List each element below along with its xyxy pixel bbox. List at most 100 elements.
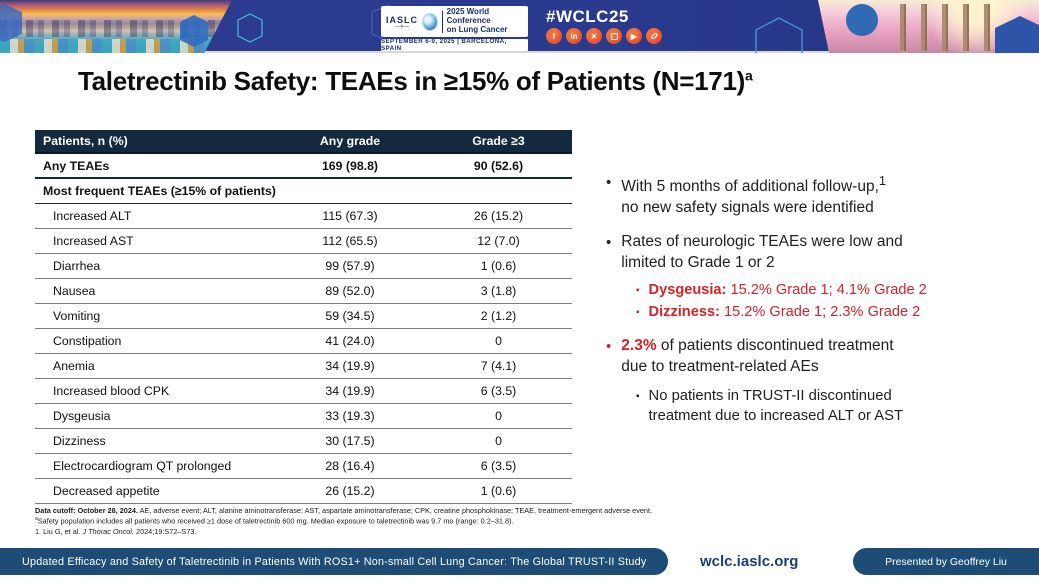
grade3-value: 3 (1.8) (425, 278, 572, 304)
instagram-icon[interactable] (606, 28, 622, 44)
teae-label: Constipation (35, 328, 275, 354)
square-bullet-icon: ▪ (636, 284, 640, 296)
globe-icon (422, 12, 438, 31)
grade3-value: 6 (3.5) (425, 453, 572, 479)
youtube-icon[interactable]: ▶ (626, 28, 642, 44)
teae-label: Diarrhea (35, 253, 275, 279)
bullet-discontinued: • 2.3% of patients discontinued treatmen… (606, 336, 1026, 377)
square-bullet-icon: ▪ (636, 307, 640, 319)
table-row: Anemia 34 (19.9) 7 (4.1) (35, 353, 572, 379)
sub-bullet-trust2-text: No patients in TRUST-II discontinued tre… (648, 388, 903, 424)
reference-superscript: 1 (878, 173, 887, 188)
conference-name: 2025 World Conference on Lung Cancer (446, 7, 508, 34)
sub-bullet-dysgeusia-text: Dysgeusia: 15.2% Grade 1; 4.1% Grade 2 (648, 281, 927, 298)
teae-label: Nausea (35, 278, 275, 304)
slide-title-superscript: a (744, 67, 753, 84)
city-silhouette (0, 20, 232, 38)
grade3-value: 1 (0.6) (425, 253, 572, 279)
grade3-value: 0 (425, 328, 572, 354)
any-grade-value: 34 (19.9) (275, 353, 425, 379)
table-row: Increased ALT 115 (67.3) 26 (15.2) (35, 203, 572, 229)
slide-title-text: Taletrectinib Safety: TEAEs in ≥15% of P… (78, 66, 745, 96)
conference-date-location: SEPTEMBER 6-9, 2025 | BARCELONA, SPAIN (381, 38, 528, 52)
grade3-value: 6 (3.5) (425, 378, 572, 404)
teae-label: Increased ALT (35, 203, 275, 229)
column-header-patients: Patients, n (%) (35, 130, 275, 154)
any-grade-value: 112 (65.5) (275, 228, 425, 254)
presenter-bar: Presented by Geoffrey Liu (853, 548, 1039, 575)
sub-bullet-dysgeusia: ▪ Dysgeusia: 15.2% Grade 1; 4.1% Grade 2 (636, 281, 1026, 300)
bullet-dot-icon: • (606, 338, 612, 356)
x-icon[interactable]: ✕ (586, 28, 602, 44)
table-row: Diarrhea 99 (57.9) 1 (0.6) (35, 253, 572, 279)
teae-label: Anemia (35, 353, 275, 379)
slide-title: Taletrectinib Safety: TEAEs in ≥15% of P… (78, 66, 978, 97)
table-header-row: Patients, n (%) Any grade Grade ≥3 (35, 130, 572, 154)
any-grade-value: 99 (57.9) (275, 253, 425, 279)
bullet-neurologic: • Rates of neurologic TEAEs were low and… (606, 232, 1026, 273)
table-row: Increased blood CPK 34 (19.9) 6 (3.5) (35, 378, 572, 404)
grade3-value: 26 (15.2) (425, 203, 572, 229)
table-row: Dizziness 30 (17.5) 0 (35, 428, 572, 454)
sagrada-familia-photo (818, 0, 1039, 53)
any-grade-value: 89 (52.0) (275, 278, 425, 304)
social-icons-row: f in ✕ ▶ (546, 28, 662, 44)
sub-bullet-dizziness: ▪ Dizziness: 15.2% Grade 1; 2.3% Grade 2 (636, 303, 1026, 322)
section-header-row: Most frequent TEAEs (≥15% of patients) (35, 178, 572, 204)
section-header-label: Most frequent TEAEs (≥15% of patients) (35, 178, 572, 204)
any-grade-value: 33 (19.3) (275, 403, 425, 429)
table-row: Decreased appetite 26 (15.2) 1 (0.6) (35, 478, 572, 504)
grade3-value: 2 (1.2) (425, 303, 572, 329)
grade3-value: 0 (425, 403, 572, 429)
conference-banner: IASLC —✈— 2025 World Conference on Lung … (0, 0, 1039, 53)
wclc-website-link[interactable]: wclc.iaslc.org (700, 553, 799, 570)
iaslc-wordmark: IASLC —✈— (386, 14, 418, 30)
bullet-dot-icon: • (606, 234, 612, 252)
linkedin-icon[interactable]: in (566, 28, 582, 44)
sub-bullet-trust2: ▪ No patients in TRUST-II discontinued t… (636, 387, 1026, 426)
square-bullet-icon: ▪ (636, 391, 640, 403)
bullet-followup: • With 5 months of additional follow-up,… (606, 172, 1026, 218)
study-title-bar: Updated Efficacy and Safety of Taletrect… (0, 548, 668, 575)
grade3-value: 0 (425, 428, 572, 454)
teae-label: Increased AST (35, 228, 275, 254)
table-row: Constipation 41 (24.0) 0 (35, 328, 572, 354)
any-grade-value: 30 (17.5) (275, 428, 425, 454)
any-teaes-row: Any TEAEs 169 (98.8) 90 (52.6) (35, 153, 572, 179)
teae-label: Increased blood CPK (35, 378, 275, 404)
teae-label: Dizziness (35, 428, 275, 454)
table-row: Nausea 89 (52.0) 3 (1.8) (35, 278, 572, 304)
iaslc-text: IASLC (386, 14, 418, 25)
any-grade-value: 59 (34.5) (275, 303, 425, 329)
footnote-reference: 1. Liu G, et al. J Thorac Oncol. 2024;19… (35, 526, 197, 536)
any-grade-value: 41 (24.0) (275, 328, 425, 354)
bullet-followup-text: With 5 months of additional follow-up,1 … (621, 173, 887, 216)
footnote-safety-population: aSafety population includes all patients… (35, 516, 514, 526)
any-grade-value: 34 (19.9) (275, 378, 425, 404)
column-header-grade-ge3: Grade ≥3 (425, 130, 572, 154)
grade3-value: 1 (0.6) (425, 478, 572, 504)
sagrada-towers (893, 4, 995, 51)
any-grade-value: 28 (16.4) (275, 453, 425, 479)
column-header-any-grade: Any grade (275, 130, 425, 154)
bullet-neurologic-text: Rates of neurologic TEAEs were low and l… (621, 233, 903, 271)
sub-bullet-dizziness-text: Dizziness: 15.2% Grade 1; 2.3% Grade 2 (648, 304, 921, 321)
table-row: Electrocardiogram QT prolonged 28 (16.4) 6… (35, 453, 572, 479)
any-grade-value: 169 (98.8) (275, 153, 425, 179)
teae-label: Dysgeusia (35, 403, 275, 429)
teae-table: Patients, n (%) Any grade Grade ≥3 Any T… (35, 130, 572, 504)
park-guell-mosaic (0, 38, 232, 53)
teae-label: Vomiting (35, 303, 275, 329)
grade3-value: 90 (52.6) (425, 153, 572, 179)
hashtag-wclc25: #WCLC25 (546, 7, 629, 26)
grade3-value: 12 (7.0) (425, 228, 572, 254)
red-sub-bullets: ▪ Dysgeusia: 15.2% Grade 1; 4.1% Grade 2… (636, 281, 1026, 323)
bullet-discontinued-text: 2.3% of patients discontinued treatment … (621, 337, 894, 375)
plane-icon: —✈— (394, 23, 410, 30)
paperclip-icon[interactable] (646, 28, 662, 44)
footnote-abbreviations: Data cutoff: October 28, 2024. AE, adver… (35, 506, 653, 515)
teae-label: Any TEAEs (35, 153, 275, 179)
table-row: Vomiting 59 (34.5) 2 (1.2) (35, 303, 572, 329)
facebook-icon[interactable]: f (546, 28, 562, 44)
